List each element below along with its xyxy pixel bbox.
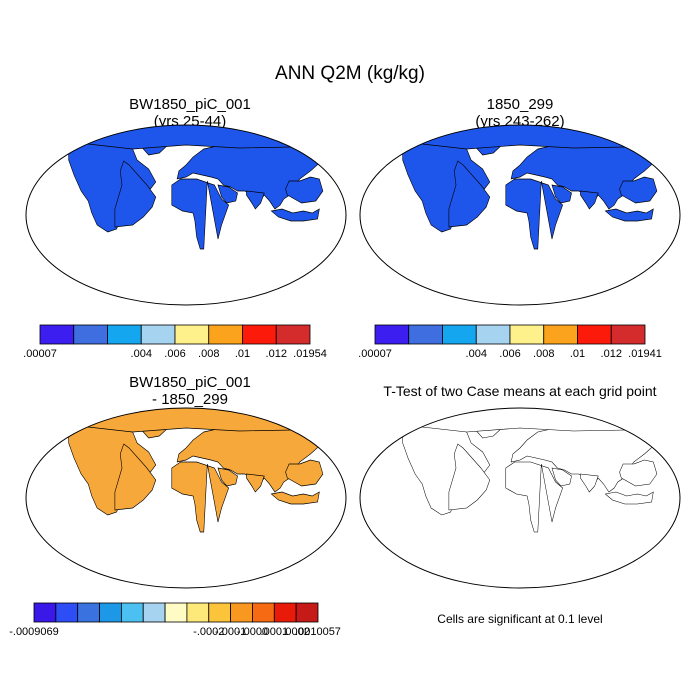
panel-title-line1: BW1850_piC_001 bbox=[129, 96, 251, 113]
panel-title-ttest: T-Test of two Case means at each grid po… bbox=[383, 383, 657, 399]
colorbar-swatch bbox=[543, 324, 578, 345]
colorbar-tick-label: .006 bbox=[499, 348, 520, 360]
colorbar-tick-label: .01941 bbox=[628, 348, 662, 360]
colorbar-swatch bbox=[275, 324, 311, 345]
colorbar-swatch bbox=[252, 602, 275, 623]
colorbar-swatch bbox=[140, 324, 176, 345]
colorbar-tick-label: -.0009069 bbox=[9, 626, 59, 638]
colorbar-tick-label: -.0000 bbox=[237, 626, 268, 638]
map-frame bbox=[25, 124, 347, 306]
colorbar-swatch bbox=[242, 324, 277, 345]
colorbar-swatch bbox=[374, 324, 410, 345]
figure-title: ANN Q2M (kg/kg) bbox=[275, 63, 425, 84]
colorbar-tick-label: .00007 bbox=[358, 348, 392, 360]
colorbar-swatch bbox=[77, 602, 100, 623]
map-panel-bl bbox=[25, 407, 347, 589]
colorbar-swatch bbox=[164, 602, 188, 623]
colorbar-swatch bbox=[577, 324, 612, 345]
colorbar-swatch bbox=[208, 324, 243, 345]
colorbar-tick-label: .01 bbox=[570, 348, 585, 360]
significance-note: Cells are significant at 0.1 level bbox=[437, 612, 603, 626]
colorbar-swatch bbox=[73, 324, 108, 345]
colorbar-tick-label: .012 bbox=[266, 348, 287, 360]
colorbar-tick-label: .004 bbox=[466, 348, 487, 360]
colorbar-tick-label: .0010057 bbox=[295, 626, 341, 638]
colorbar-swatch bbox=[230, 602, 253, 623]
colorbar-swatch bbox=[509, 324, 545, 345]
colorbar-swatch bbox=[208, 602, 232, 623]
colorbar-swatch bbox=[408, 324, 443, 345]
colorbar-tl: .00007 .004 .006 .008 .01 .012 .01954 bbox=[23, 324, 327, 360]
colorbar-swatch bbox=[99, 602, 122, 623]
colorbar-swatch bbox=[273, 602, 297, 623]
colorbar-tick-label: .008 bbox=[533, 348, 554, 360]
panel-title-difference: BW1850_piC_001 - 1850_299 bbox=[40, 374, 340, 408]
colorbar-swatch bbox=[442, 324, 477, 345]
colorbar-swatch bbox=[55, 602, 79, 623]
colorbar-tick-label: .006 bbox=[164, 348, 185, 360]
colorbar-tick-label: .01954 bbox=[293, 348, 327, 360]
colorbar-tick-label: .004 bbox=[131, 348, 152, 360]
panel-title-line1: BW1850_piC_001 bbox=[129, 374, 251, 391]
colorbar-swatch bbox=[33, 602, 57, 623]
map-frame bbox=[25, 407, 347, 589]
colorbar-tick-label: -.0001 bbox=[215, 626, 246, 638]
colorbar-swatch bbox=[39, 324, 75, 345]
colorbar-swatch bbox=[174, 324, 210, 345]
colorbar-swatch bbox=[186, 602, 210, 623]
colorbar-tick-label: .0002 bbox=[282, 626, 310, 638]
colorbar-tr: .00007 .004 .006 .008 .01 .012 .01941 bbox=[358, 324, 662, 360]
colorbar-swatch bbox=[107, 324, 142, 345]
colorbar-tick-label: .00007 bbox=[23, 348, 57, 360]
map-frame bbox=[359, 124, 681, 306]
map-frame bbox=[359, 407, 681, 589]
map-panel-br bbox=[359, 407, 681, 589]
colorbar-swatch bbox=[120, 602, 144, 623]
colorbar-swatch bbox=[295, 602, 319, 623]
colorbar-tick-label: .0001 bbox=[261, 626, 289, 638]
colorbar-tick-label: .008 bbox=[198, 348, 219, 360]
colorbar-swatch bbox=[142, 602, 166, 623]
colorbar-swatch bbox=[475, 324, 511, 345]
panel-title-line2: - 1850_299 bbox=[152, 391, 228, 408]
map-panel-tr bbox=[359, 124, 681, 306]
colorbar-tick-label: .01 bbox=[235, 348, 250, 360]
map-panel-tl bbox=[25, 124, 347, 306]
panel-title-line1: 1850_299 bbox=[486, 96, 554, 113]
colorbar-bl: -.0009069 -.0002-.0001-.0000.0001.0002.00… bbox=[9, 602, 341, 638]
colorbar-tick-label: -.0002 bbox=[193, 626, 224, 638]
colorbar-swatch bbox=[610, 324, 646, 345]
colorbar-tick-label: .012 bbox=[601, 348, 622, 360]
